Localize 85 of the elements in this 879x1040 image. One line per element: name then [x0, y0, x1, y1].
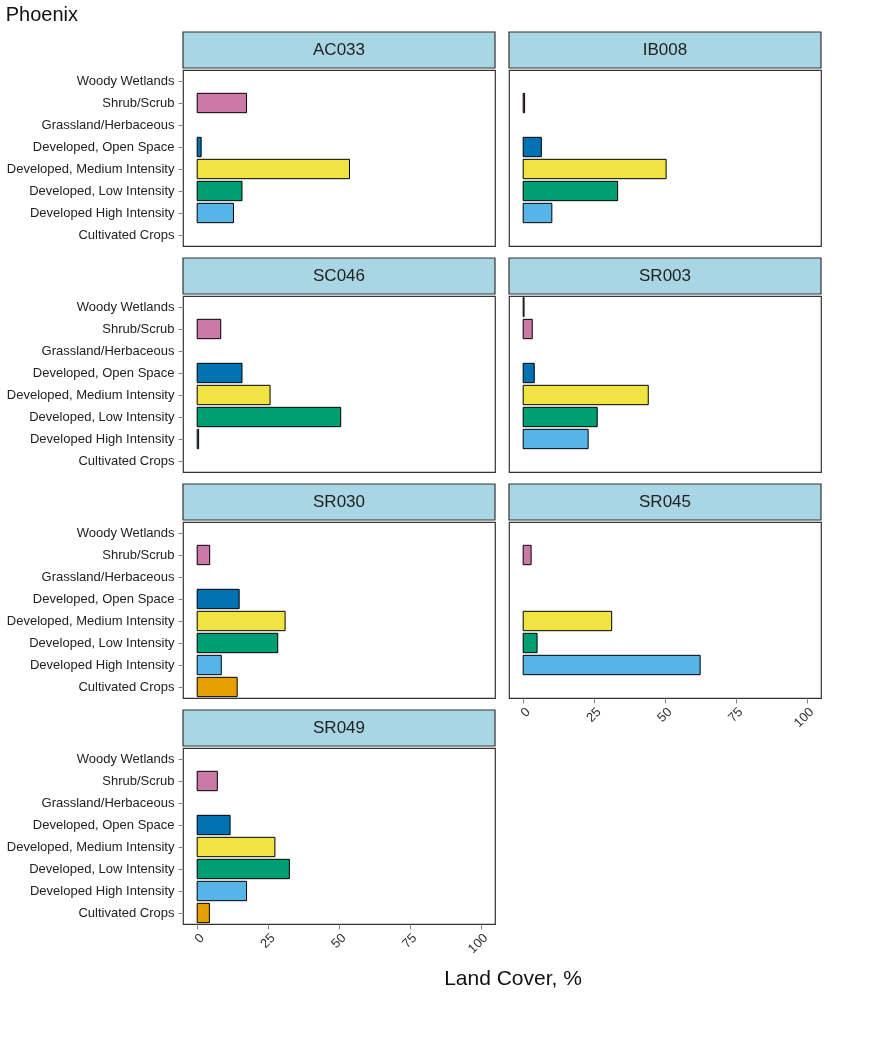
- bar: [196, 158, 350, 180]
- bar: [196, 406, 342, 428]
- bar: [196, 632, 279, 654]
- bar: [196, 654, 222, 676]
- bar: [196, 362, 243, 384]
- bar: [196, 858, 290, 880]
- y-tick-label: Shrub/Scrub: [102, 95, 175, 110]
- y-tick-label: Developed, Medium Intensity: [6, 839, 175, 854]
- bar: [196, 202, 234, 224]
- bar: [522, 632, 538, 654]
- y-tick-label: Developed High Intensity: [29, 205, 175, 220]
- bar: [522, 136, 542, 158]
- x-tick-label: 25: [582, 704, 604, 725]
- x-tick-label: 75: [398, 930, 420, 951]
- bar: [522, 428, 589, 450]
- y-tick-label: Developed, Low Intensity: [29, 861, 175, 876]
- y-tick-label: Developed High Intensity: [29, 883, 175, 898]
- x-tick-label: 50: [327, 930, 349, 951]
- x-tick-label: 0: [191, 930, 207, 946]
- bar: [522, 406, 598, 428]
- bar: [196, 770, 218, 792]
- y-tick-label: Developed, Medium Intensity: [6, 161, 175, 176]
- x-tick-label: 0: [517, 704, 533, 720]
- bar: [522, 202, 553, 224]
- y-tick-label: Grassland/Herbaceous: [41, 795, 175, 810]
- y-tick-label: Developed, Low Intensity: [29, 409, 175, 424]
- bar: [196, 836, 276, 858]
- bar: [196, 384, 271, 406]
- bar: [522, 362, 535, 384]
- x-tick-label: 100: [464, 930, 491, 957]
- bar: [522, 158, 667, 180]
- bar: [522, 318, 533, 340]
- chart-title: SC046: [313, 266, 365, 285]
- chart-title: IB008: [642, 40, 688, 59]
- x-tick-label: 75: [724, 704, 746, 725]
- bar: [522, 180, 619, 202]
- y-tick-label: Grassland/Herbaceous: [41, 569, 175, 584]
- bar: [196, 610, 286, 632]
- y-tick-label: Cultivated Crops: [78, 679, 175, 694]
- chart-title: SR030: [313, 492, 365, 511]
- y-tick-label: Developed High Intensity: [29, 431, 175, 446]
- bar: [196, 544, 211, 566]
- bar: [522, 384, 649, 406]
- y-tick-label: Woody Wetlands: [76, 299, 175, 314]
- y-tick-label: Developed, Low Intensity: [29, 635, 175, 650]
- bar: [522, 654, 701, 676]
- y-tick-label: Grassland/Herbaceous: [41, 117, 175, 132]
- chart-title: SR049: [313, 718, 365, 737]
- bar: [196, 588, 240, 610]
- y-tick-label: Developed, Low Intensity: [29, 183, 175, 198]
- y-tick-label: Developed, Open Space: [32, 817, 175, 832]
- bar: [196, 902, 210, 924]
- chart-title: SR045: [639, 492, 691, 511]
- x-tick-label: 50: [653, 704, 675, 725]
- y-tick-label: Shrub/Scrub: [102, 773, 175, 788]
- y-tick-label: Developed High Intensity: [29, 657, 175, 672]
- x-axis-title: Land Cover, %: [444, 966, 582, 989]
- y-tick-label: Developed, Medium Intensity: [6, 387, 175, 402]
- y-tick-label: Developed, Open Space: [32, 591, 175, 606]
- y-tick-label: Cultivated Crops: [78, 905, 175, 920]
- bar: [196, 92, 248, 114]
- y-tick-label: Shrub/Scrub: [102, 547, 175, 562]
- x-tick-label: 25: [256, 930, 278, 951]
- y-tick-label: Cultivated Crops: [78, 453, 175, 468]
- bar: [196, 318, 222, 340]
- bar: [196, 136, 202, 158]
- y-tick-label: Developed, Medium Intensity: [6, 613, 175, 628]
- y-tick-label: Cultivated Crops: [78, 227, 175, 242]
- x-tick-label: 100: [790, 704, 817, 731]
- y-tick-label: Shrub/Scrub: [102, 321, 175, 336]
- y-tick-label: Developed, Open Space: [32, 365, 175, 380]
- y-tick-label: Woody Wetlands: [76, 751, 175, 766]
- bar: [196, 814, 231, 836]
- bar: [522, 610, 613, 632]
- bar: [196, 676, 238, 698]
- chart-title: AC033: [313, 40, 365, 59]
- y-tick-label: Grassland/Herbaceous: [41, 343, 175, 358]
- bar: [522, 544, 532, 566]
- y-tick-label: Woody Wetlands: [76, 73, 175, 88]
- text: Phoenix: [5, 3, 79, 26]
- y-tick-label: Developed, Open Space: [32, 139, 175, 154]
- bar: [196, 180, 243, 202]
- y-tick-label: Woody Wetlands: [76, 525, 175, 540]
- chart-title: SR003: [639, 266, 691, 285]
- bar: [196, 880, 248, 902]
